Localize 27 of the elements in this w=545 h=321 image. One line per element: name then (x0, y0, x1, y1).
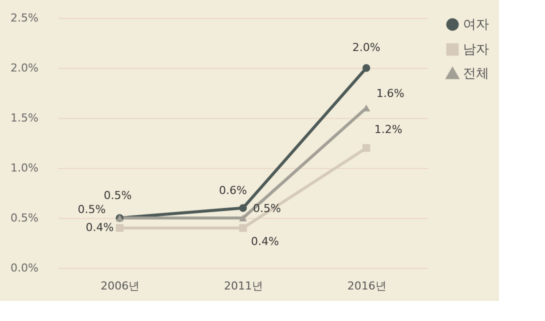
data-label: 0.5% (104, 189, 132, 202)
x-tick-label: 2011년 (224, 280, 263, 292)
point (239, 224, 247, 232)
point (362, 144, 370, 152)
data-label: 1.6% (376, 87, 404, 100)
point (239, 214, 247, 222)
y-tick-label: 1.0% (10, 162, 38, 174)
x-tick-label: 2006년 (100, 280, 140, 292)
legend-label: 여자 (463, 18, 489, 32)
y-tick-label: 1.5% (10, 112, 38, 124)
data-label: 0.4% (251, 235, 279, 248)
data-label: 0.6% (219, 184, 247, 197)
x-tick-label: 2016년 (347, 280, 386, 292)
data-label: 1.2% (374, 123, 402, 136)
data-label: 0.5% (78, 203, 106, 216)
y-tick-label: 2.5% (10, 12, 38, 24)
legend-label: 전체 (463, 66, 489, 82)
data-label: 2.0% (352, 41, 380, 54)
legend-label: 남자 (463, 42, 489, 58)
data-label: 0.5% (253, 202, 281, 215)
data-label: 0.4% (86, 221, 114, 234)
point (362, 64, 370, 72)
y-tick-label: 0.0% (10, 262, 38, 274)
point (116, 224, 124, 232)
y-tick-label: 0.5% (10, 212, 38, 224)
point (239, 204, 247, 212)
y-tick-label: 2.0% (10, 62, 38, 74)
